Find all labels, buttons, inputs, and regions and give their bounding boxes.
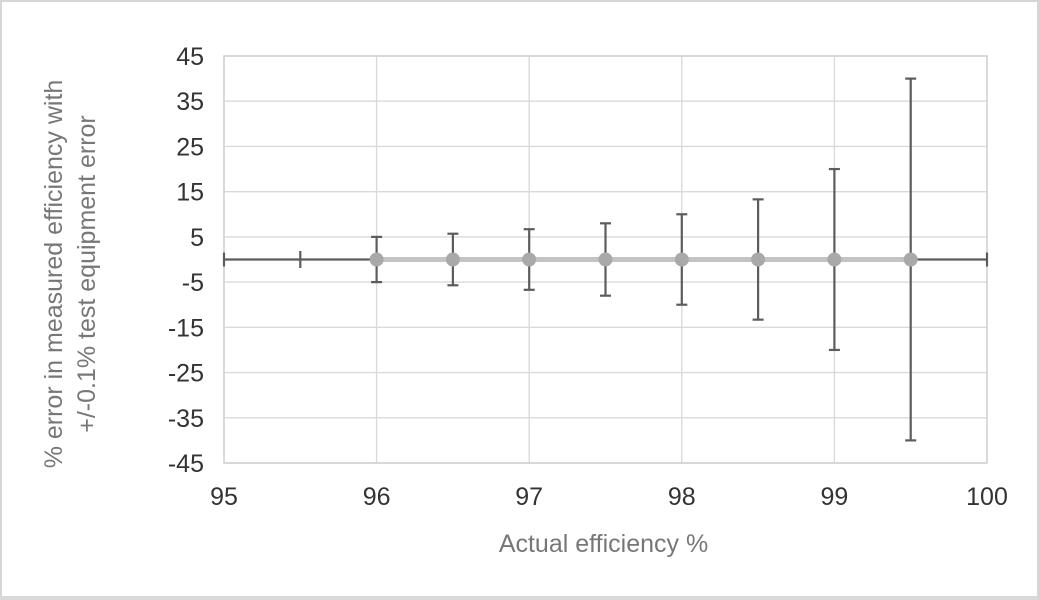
y-tick-label: 5: [190, 224, 204, 252]
x-tick-label: 95: [210, 483, 238, 511]
y-tick-label: 25: [176, 133, 204, 161]
data-point-marker: [522, 252, 537, 267]
y-tick-label: -5: [182, 269, 204, 297]
data-point-marker: [751, 252, 766, 267]
x-axis-title: Actual efficiency %: [498, 530, 709, 558]
x-tick-label: 100: [966, 483, 1008, 511]
y-axis-title-line2: +/-0.1% test equipment error: [73, 115, 101, 433]
data-point-marker: [827, 252, 842, 267]
x-tick-label: 99: [820, 483, 848, 511]
x-tick-label: 98: [668, 483, 696, 511]
data-point-marker: [445, 252, 460, 267]
y-tick-label: 45: [176, 43, 204, 71]
data-point-marker: [369, 252, 384, 267]
y-axis-title: % error in measured efficiency with +/-0…: [38, 80, 104, 469]
data-point-marker: [903, 252, 918, 267]
y-tick-label: -35: [168, 405, 204, 433]
data-point-marker: [598, 252, 613, 267]
x-tick-label: 97: [515, 483, 543, 511]
y-tick-label: 35: [176, 88, 204, 116]
y-axis-title-line1: % error in measured efficiency with: [40, 79, 68, 469]
y-tick-label: -45: [168, 450, 204, 478]
y-tick-label: -15: [168, 314, 204, 342]
x-tick-label: 96: [363, 483, 391, 511]
y-tick-label: -25: [168, 360, 204, 388]
y-tick-label: 15: [176, 179, 204, 207]
data-point-marker: [674, 252, 689, 267]
